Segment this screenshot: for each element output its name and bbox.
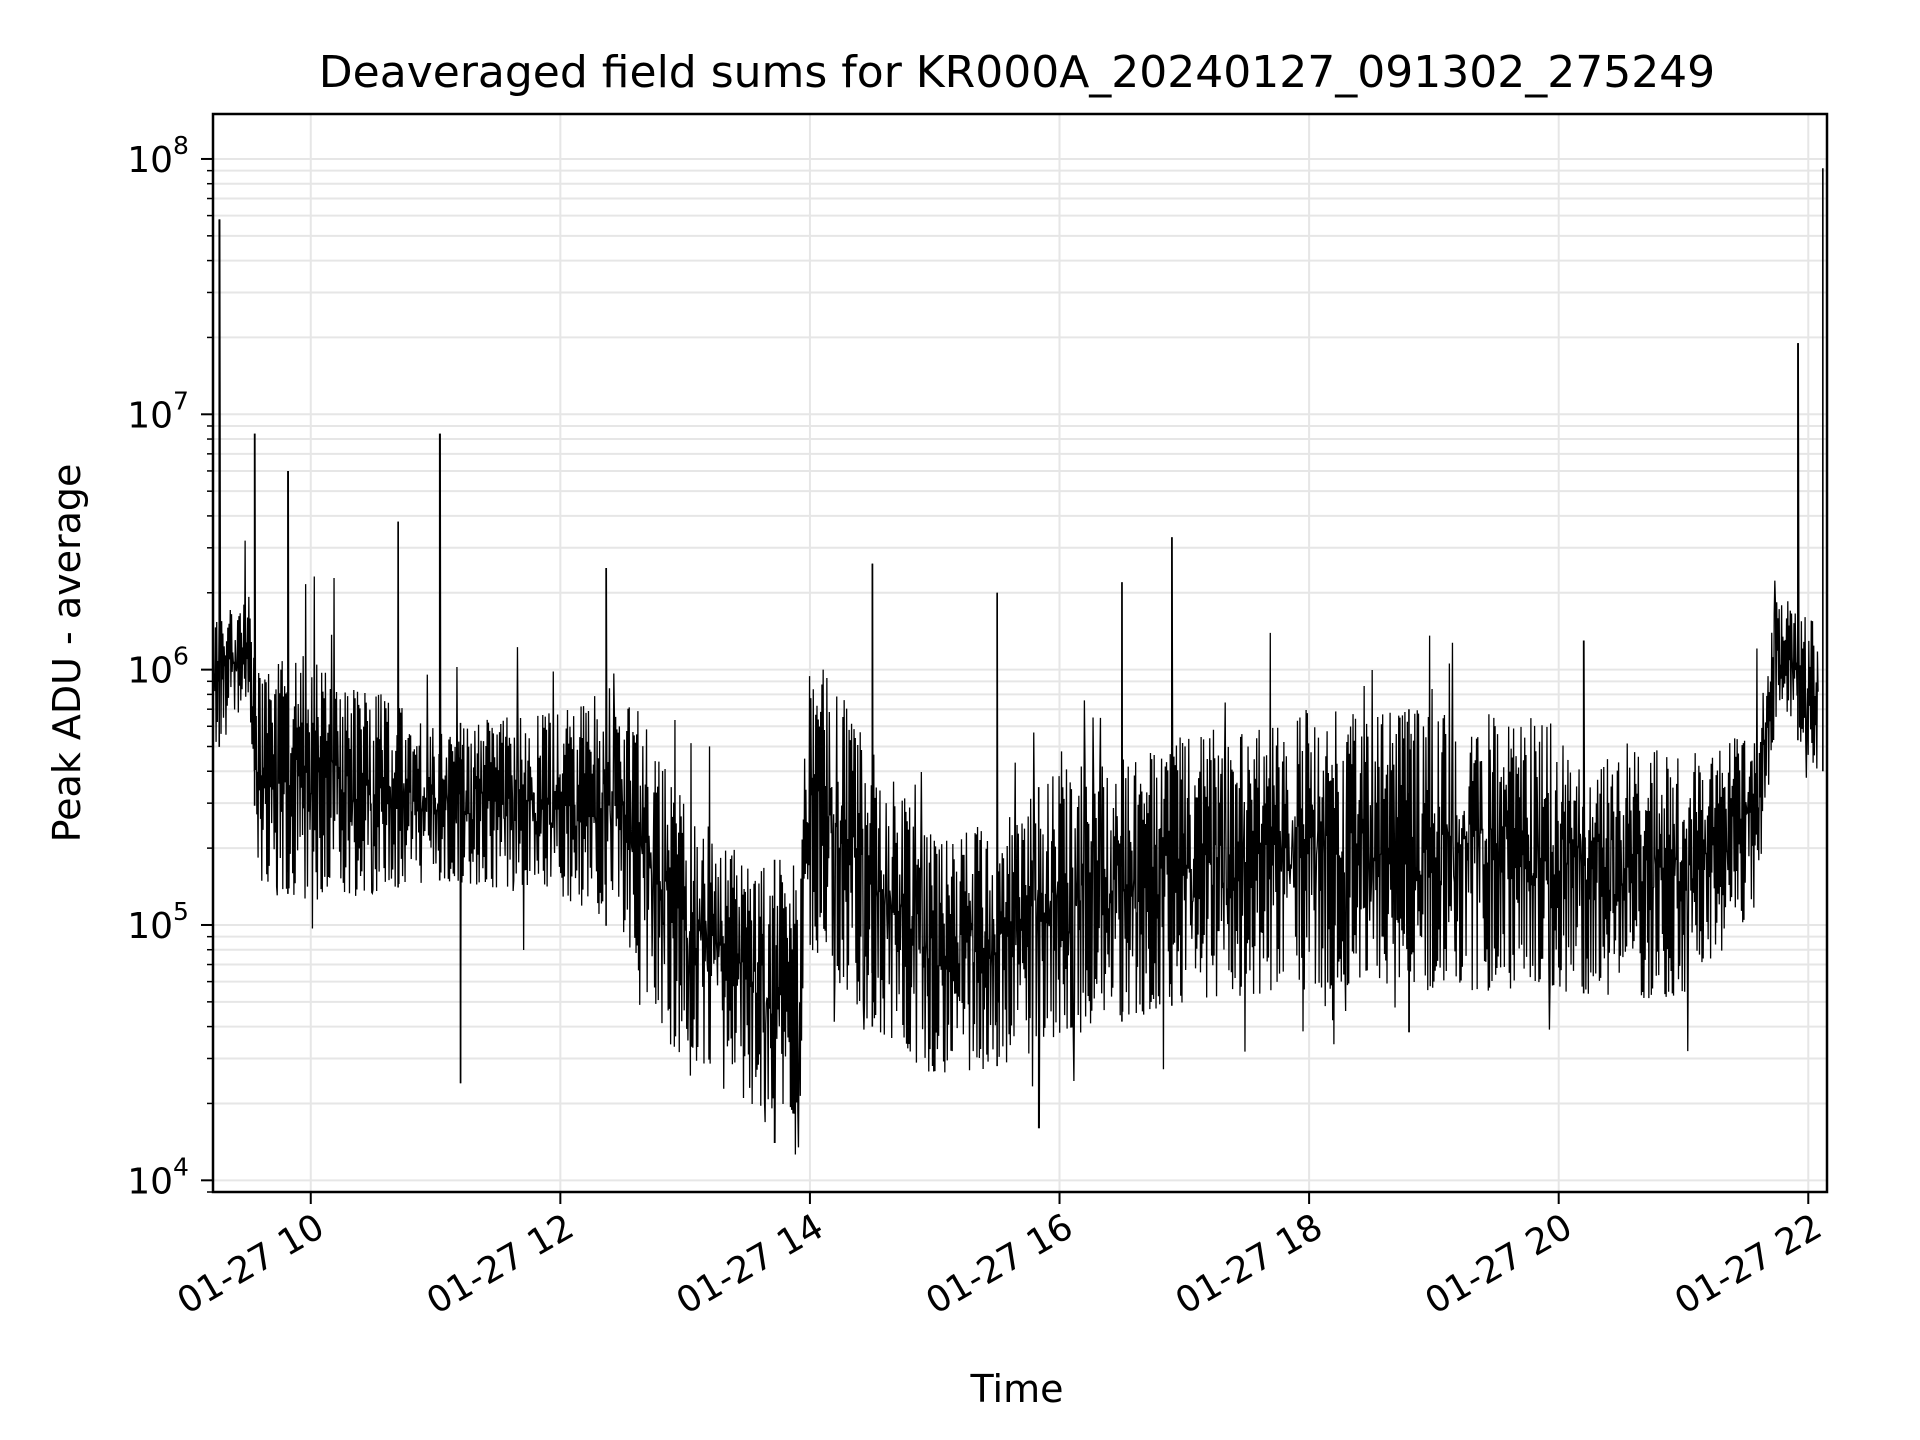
x-axis-label: Time [970,1367,1064,1411]
y-tick-exponent: 4 [173,1152,189,1181]
chart-title: Deaveraged field sums for KR000A_2024012… [319,47,1715,98]
series-line [212,168,1824,1155]
y-tick-exponent: 6 [173,642,189,671]
plot-frame [211,112,1829,1194]
y-tick-base: 10 [127,651,173,692]
y-tick-base: 10 [127,140,173,181]
y-tick-base: 10 [127,906,173,947]
y-tick-exponent: 8 [173,131,189,160]
y-tick-label: 10 [127,906,173,947]
y-tick-label: 10 [127,1161,173,1202]
y-tick-base: 10 [127,395,173,436]
y-tick-exponent: 7 [173,386,189,415]
y-axis-label: Peak ADU - average [45,464,89,843]
grid [213,114,1827,1193]
y-tick-label: 10 [127,651,173,692]
series-trace [212,219,1819,1155]
y-tick-base: 10 [127,1161,173,1202]
y-tick-label: 10 [127,140,173,181]
y-tick-label: 10 [127,395,173,436]
y-tick-exponent: 5 [173,897,189,926]
